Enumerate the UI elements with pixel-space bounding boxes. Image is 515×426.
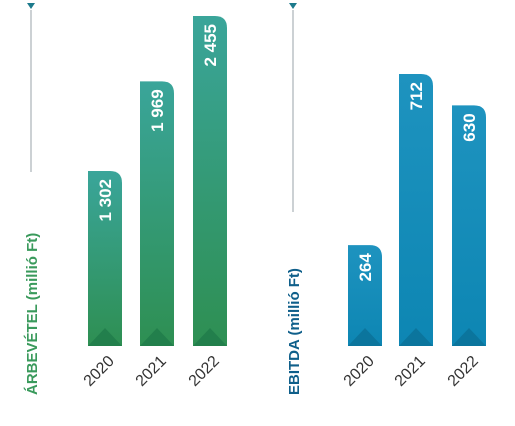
ebitda-x-tick-2022: 2022 bbox=[445, 353, 482, 390]
revenue-bar-2022 bbox=[193, 16, 227, 346]
ebitda-bar-2021 bbox=[399, 74, 433, 346]
ebitda-bar-base-accent bbox=[399, 328, 433, 346]
ebitda-bar-2020 bbox=[348, 245, 382, 346]
revenue-value-label-2021: 1 969 bbox=[148, 89, 167, 132]
ebitda-bar-base-accent bbox=[452, 328, 486, 346]
revenue-axis-marker-icon bbox=[27, 3, 35, 9]
revenue-value-label-2020: 1 302 bbox=[96, 179, 115, 222]
ebitda-bars: 264 2020 712 2021 630 2022 bbox=[341, 74, 486, 390]
ebitda-x-tick-2020: 2020 bbox=[341, 353, 378, 390]
revenue-value-label-2022: 2 455 bbox=[201, 24, 220, 67]
revenue-bar-base-accent bbox=[88, 328, 122, 346]
ebitda-bar-base-accent bbox=[348, 328, 382, 346]
revenue-x-tick-2022: 2022 bbox=[186, 353, 223, 390]
revenue-bar-base-accent bbox=[140, 328, 174, 346]
ebitda-value-label-2020: 264 bbox=[356, 253, 375, 282]
revenue-bar-base-accent bbox=[193, 328, 227, 346]
ebitda-value-label-2022: 630 bbox=[460, 113, 479, 141]
ebitda-bar-2022 bbox=[452, 105, 486, 347]
revenue-bar-2021 bbox=[140, 81, 174, 346]
ebitda-chart: EBITDA (millió Ft) 264 2020 712 2021 630 2022 bbox=[286, 3, 486, 395]
revenue-x-tick-2021: 2021 bbox=[133, 353, 170, 390]
revenue-x-tick-2020: 2020 bbox=[81, 353, 118, 390]
revenue-y-axis-label: ÁRBEVÉTEL (millió Ft) bbox=[24, 233, 41, 395]
ebitda-value-label-2021: 712 bbox=[407, 82, 426, 110]
ebitda-axis-marker-icon bbox=[289, 3, 297, 9]
ebitda-x-tick-2021: 2021 bbox=[392, 353, 429, 390]
ebitda-y-axis-label: EBITDA (millió Ft) bbox=[286, 268, 303, 395]
revenue-bars: 1 302 2020 1 969 2021 2 455 2022 bbox=[81, 16, 227, 390]
revenue-chart: ÁRBEVÉTEL (millió Ft) 1 302 2020 1 969 2021… bbox=[24, 3, 227, 395]
revenue-bar-2020 bbox=[88, 170, 122, 346]
